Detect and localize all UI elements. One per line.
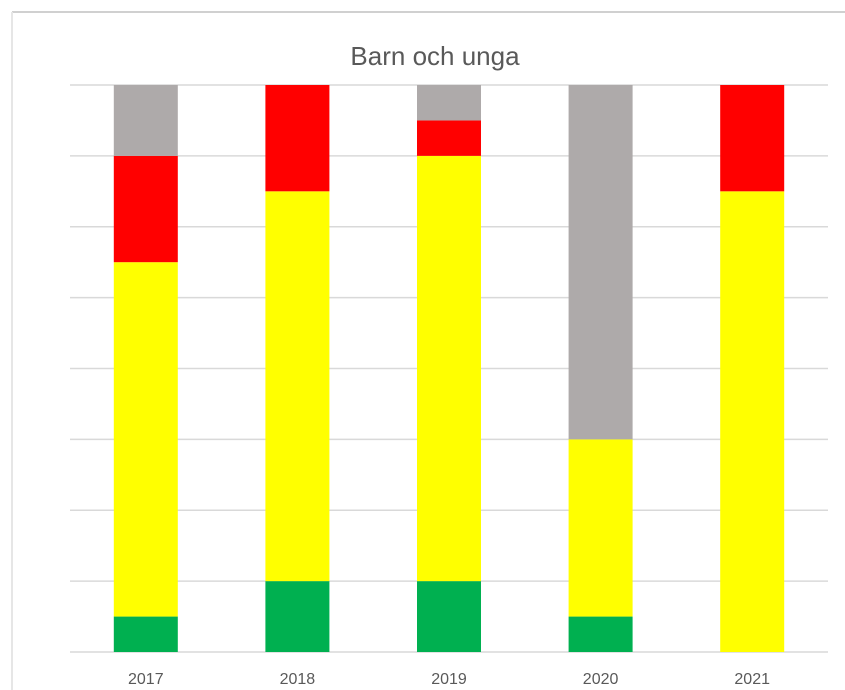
bar-segment <box>568 85 633 440</box>
bar-segment <box>720 191 785 652</box>
bar-segment <box>417 85 481 121</box>
bar-segment <box>417 155 481 582</box>
x-tick-label: 2019 <box>431 671 467 688</box>
bar-segment <box>113 85 178 156</box>
bar-segment <box>113 616 178 652</box>
bar-segment <box>568 439 633 617</box>
bar-segment <box>113 155 178 263</box>
bar-segment <box>720 85 785 192</box>
bar-segment <box>265 581 330 652</box>
bar-segment <box>113 262 178 617</box>
bar-segment <box>568 616 633 652</box>
x-tick-label: 2018 <box>280 671 316 688</box>
bar-segment <box>265 85 330 192</box>
x-tick-label: 2020 <box>583 671 619 688</box>
bar-segment <box>417 581 481 652</box>
chart-title: Barn och unga <box>350 41 520 71</box>
bar-segment <box>265 191 330 582</box>
x-tick-label: 2017 <box>128 671 164 688</box>
bar-segment <box>417 120 481 156</box>
x-tick-label: 2021 <box>734 671 770 688</box>
